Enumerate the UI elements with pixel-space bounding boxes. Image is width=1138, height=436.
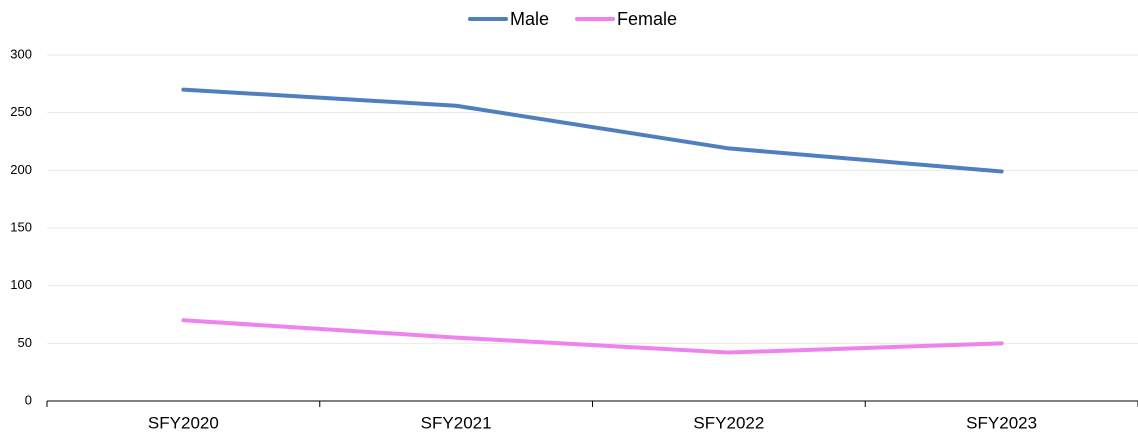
- y-tick-label: 50: [18, 335, 32, 350]
- legend-label: Female: [617, 9, 677, 29]
- y-tick-label: 250: [10, 104, 32, 119]
- legend-label: Male: [510, 9, 549, 29]
- y-tick-label: 200: [10, 162, 32, 177]
- y-tick-label: 150: [10, 219, 32, 234]
- y-tick-label: 300: [10, 46, 32, 61]
- x-tick-label: SFY2022: [693, 413, 764, 432]
- y-tick-label: 100: [10, 277, 32, 292]
- x-tick-label: SFY2021: [421, 413, 492, 432]
- x-tick-label: SFY2023: [966, 413, 1037, 432]
- x-tick-label: SFY2020: [148, 413, 219, 432]
- line-series: [181, 87, 1004, 174]
- y-tick-label: 0: [25, 392, 32, 407]
- line-series: [181, 318, 1004, 355]
